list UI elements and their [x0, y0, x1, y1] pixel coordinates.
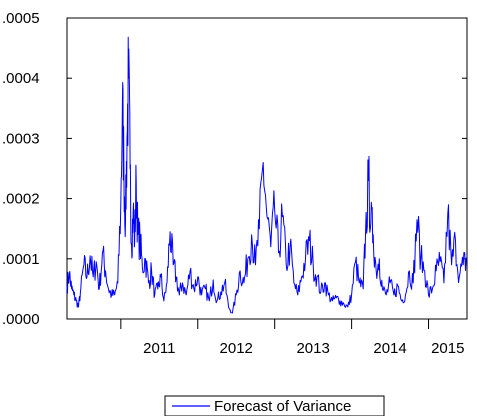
y-tick-label: .0002	[2, 191, 40, 208]
y-tick-label: .0004	[2, 70, 40, 87]
y-tick-label: .0005	[2, 10, 40, 27]
y-tick-label: .0000	[2, 311, 40, 328]
y-axis: .0000 .0001 .0002 .0003 .0004 .0005	[2, 10, 467, 328]
x-tick-label: 2014	[373, 340, 406, 357]
legend-box	[164, 395, 385, 416]
x-tick-label: 2012	[220, 340, 253, 357]
x-axis: 2011 2012 2013 2014 2015	[120, 319, 464, 357]
legend: Forecast of Variance	[164, 395, 385, 416]
y-tick-label: .0003	[2, 130, 40, 147]
series-line-forecast-of-variance	[66, 36, 468, 314]
plot-area-frame	[66, 17, 468, 320]
series-layer	[66, 36, 468, 314]
legend-label: Forecast of Variance	[214, 398, 351, 415]
x-tick-label: 2011	[143, 340, 175, 357]
x-tick-label: 2015	[431, 340, 464, 357]
x-tick-label: 2013	[296, 340, 329, 357]
y-tick-label: .0001	[2, 251, 40, 268]
